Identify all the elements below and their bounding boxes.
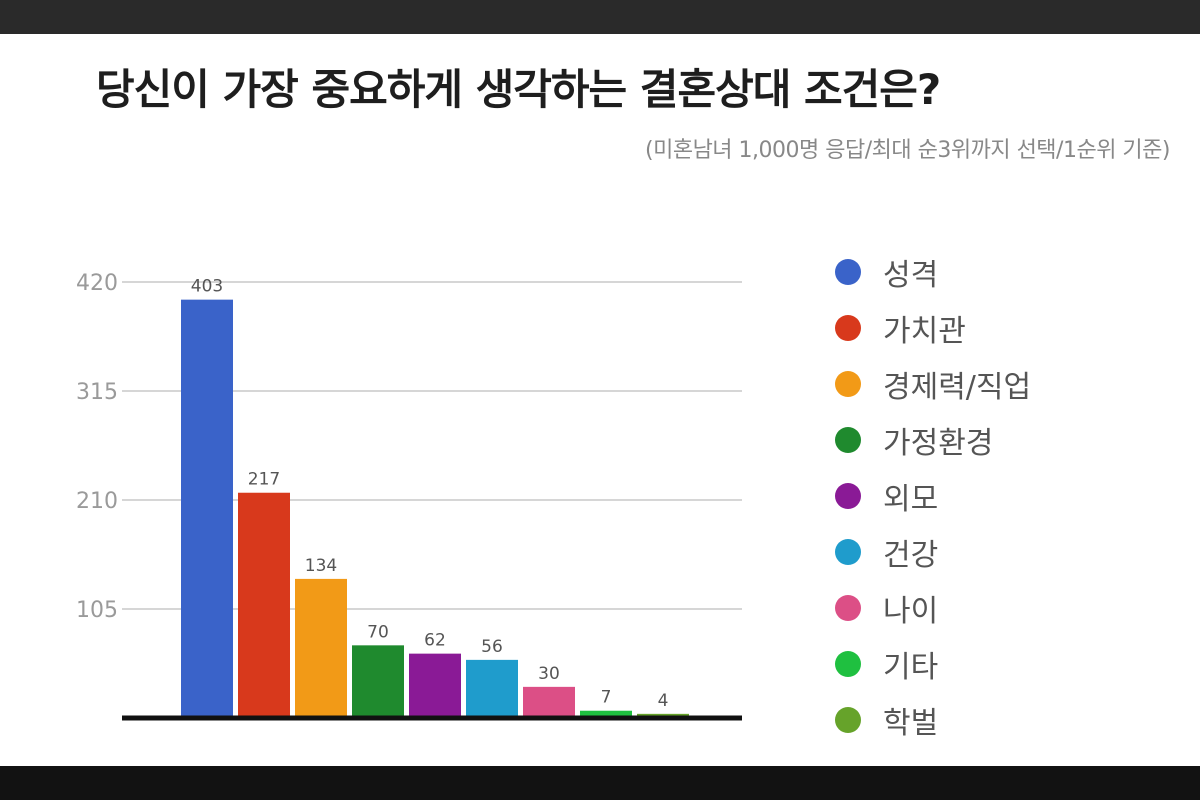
legend-swatch [835,483,861,509]
bar [523,686,575,718]
bar [409,653,461,718]
legend-label: 기타 [883,650,939,685]
bar [580,710,632,718]
chart-title: 당신이 가장 중요하게 생각하는 결혼상대 조건은? [96,65,941,114]
legend-label: 나이 [883,594,939,629]
legend-item: 가치관 [835,300,1031,356]
legend-item: 학벌 [835,692,1031,748]
legend-label: 가치관 [883,314,966,349]
legend-swatch [835,259,861,285]
bar [466,659,518,718]
legend-item: 경제력/직업 [835,356,1031,412]
legend-label: 가정환경 [883,426,994,461]
data-label: 403 [191,277,223,297]
chart-panel: 당신이 가장 중요하게 생각하는 결혼상대 조건은? (미혼남녀 1,000명 … [0,34,1200,766]
data-label: 56 [481,637,503,657]
data-label: 217 [248,470,280,490]
legend-swatch [835,371,861,397]
legend-label: 경제력/직업 [883,370,1032,405]
bar [181,299,233,718]
legend-label: 학벌 [883,706,939,741]
legend-item: 가정환경 [835,412,1031,468]
y-tick-label: 210 [76,489,118,514]
legend-label: 건강 [883,538,939,573]
data-label: 70 [367,622,389,642]
legend-item: 성격 [835,244,1031,300]
legend-item: 기타 [835,636,1031,692]
legend-item: 나이 [835,580,1031,636]
data-label: 134 [305,556,337,576]
bar [295,578,347,718]
data-label: 62 [424,631,446,651]
y-tick-label: 315 [76,380,118,405]
legend-label: 외모 [883,482,939,517]
background-bottom [0,766,1200,800]
bar [352,645,404,718]
background-top [0,0,1200,34]
data-label: 4 [658,691,669,711]
legend-swatch [835,651,861,677]
legend-swatch [835,315,861,341]
y-tick-label: 105 [76,598,118,623]
chart-subtitle: (미혼남녀 1,000명 응답/최대 순3위까지 선택/1순위 기준) [645,138,1171,163]
legend-item: 건강 [835,524,1031,580]
legend-item: 외모 [835,468,1031,524]
data-label: 30 [538,664,560,684]
legend-swatch [835,595,861,621]
legend-swatch [835,539,861,565]
y-tick-label: 420 [76,271,118,296]
bar [238,492,290,718]
bar-chart: 105 210 315 420 403 217 134 70 62 56 30 7 4 [76,271,742,721]
data-label: 7 [601,688,612,708]
legend-swatch [835,707,861,733]
legend-label: 성격 [883,258,939,293]
legend-swatch [835,427,861,453]
